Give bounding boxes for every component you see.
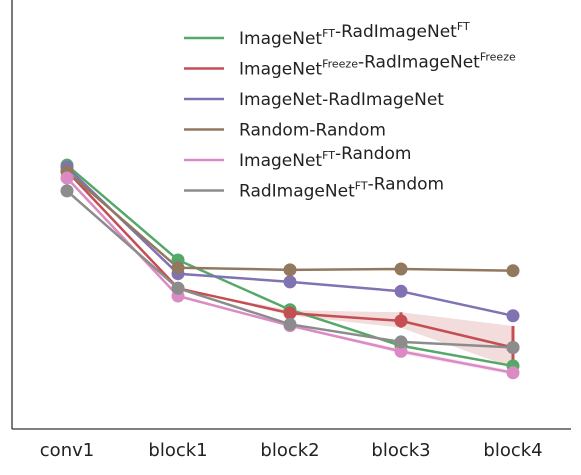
legend-label-4: ImageNetFT-Random	[239, 144, 411, 171]
x-tick-label-block3: block3	[371, 440, 430, 461]
x-tick-label-block4: block4	[483, 440, 542, 461]
legend: ImageNetFT-RadImageNetFTImageNetFreeze-R…	[184, 20, 516, 202]
data-point-2-3	[394, 284, 408, 298]
data-point-5-3	[394, 335, 408, 349]
data-point-5-2	[283, 317, 297, 331]
legend-label-0: ImageNetFT-RadImageNetFT	[239, 20, 470, 49]
data-point-4-4	[506, 366, 520, 380]
series-markers	[60, 158, 520, 380]
x-tick-label-block2: block2	[260, 440, 319, 461]
legend-label-5: RadImageNetFT-Random	[239, 175, 444, 202]
legend-label-2: ImageNet-RadImageNet	[239, 90, 444, 110]
data-point-5-1	[171, 281, 185, 295]
data-point-4-0	[60, 171, 74, 185]
legend-label-3: Random-Random	[239, 121, 386, 141]
data-point-3-1	[171, 261, 185, 275]
data-point-2-2	[283, 275, 297, 289]
data-point-1-3	[394, 314, 408, 328]
data-point-3-4	[506, 264, 520, 278]
data-point-2-4	[506, 309, 520, 323]
data-point-4-3	[394, 344, 408, 358]
data-point-3-3	[394, 262, 408, 276]
data-point-5-4	[506, 340, 520, 354]
x-tick-label-block1: block1	[148, 440, 207, 461]
x-tick-labels: conv1 block1 block2 block3 block4	[40, 440, 543, 461]
data-point-5-0	[60, 184, 74, 198]
data-point-1-2	[283, 306, 297, 320]
legend-label-1: ImageNetFreeze-RadImageNetFreeze	[239, 51, 516, 80]
data-point-3-2	[283, 263, 297, 277]
x-tick-label-conv1: conv1	[40, 440, 94, 461]
